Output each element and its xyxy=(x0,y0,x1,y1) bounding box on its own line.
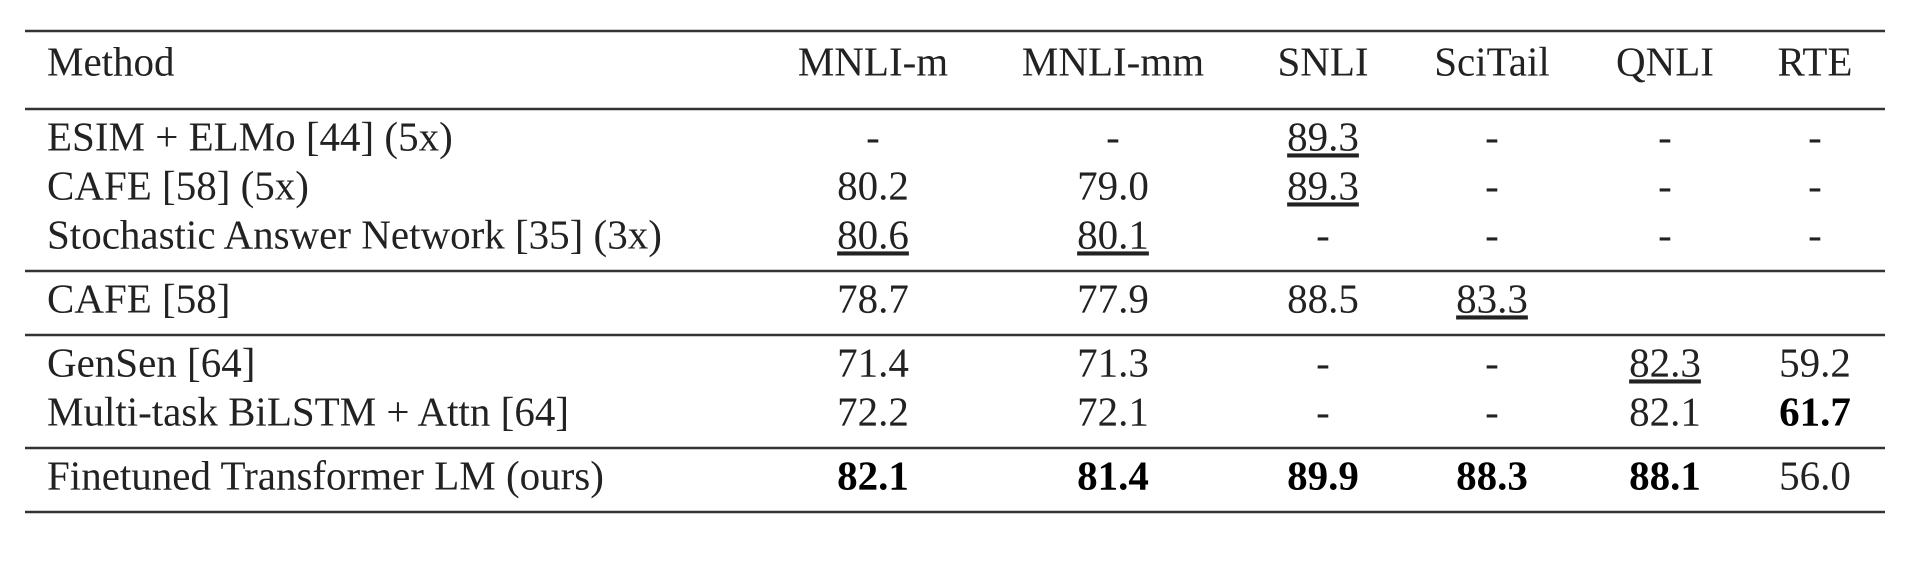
value-cell: 82.1 xyxy=(837,452,909,498)
method-cell: ESIM + ELMo [44] (5x) xyxy=(47,113,453,159)
method-cell: Stochastic Answer Network [35] (3x) xyxy=(47,211,662,257)
value-cell: 81.4 xyxy=(1077,452,1149,498)
value-cell: - xyxy=(866,113,880,159)
method-cell: CAFE [58] xyxy=(47,275,230,321)
value-cell: 88.1 xyxy=(1629,452,1701,498)
value-cell: - xyxy=(1808,113,1822,159)
value-cell: - xyxy=(1106,113,1120,159)
method-cell: CAFE [58] (5x) xyxy=(47,162,309,208)
value-cell: 59.2 xyxy=(1779,339,1851,385)
value-cell: - xyxy=(1658,113,1672,159)
value-cell: 80.6 xyxy=(837,211,909,257)
header-cell: RTE xyxy=(1778,38,1853,84)
value-cell: - xyxy=(1485,113,1499,159)
value-cell: - xyxy=(1485,388,1499,434)
value-cell: - xyxy=(1658,211,1672,257)
value-cell: 88.5 xyxy=(1287,275,1359,321)
header-cell: SNLI xyxy=(1277,38,1368,84)
value-cell: 79.0 xyxy=(1077,162,1149,208)
value-cell: - xyxy=(1808,162,1822,208)
header-cell: MNLI-m xyxy=(798,38,948,84)
value-cell: - xyxy=(1485,162,1499,208)
header-cell: MNLI-mm xyxy=(1022,38,1204,84)
value-cell: 71.4 xyxy=(837,339,909,385)
value-cell: 78.7 xyxy=(837,275,909,321)
header-cell: Method xyxy=(47,38,175,84)
value-cell: - xyxy=(1316,339,1330,385)
method-cell: Multi-task BiLSTM + Attn [64] xyxy=(47,388,569,434)
value-cell: 88.3 xyxy=(1456,452,1528,498)
value-cell: 89.3 xyxy=(1287,113,1359,159)
method-cell: GenSen [64] xyxy=(47,339,255,385)
value-cell: 89.3 xyxy=(1287,162,1359,208)
value-cell: 82.1 xyxy=(1629,388,1701,434)
value-cell: - xyxy=(1316,388,1330,434)
value-cell: - xyxy=(1316,211,1330,257)
value-cell: 77.9 xyxy=(1077,275,1149,321)
value-cell: - xyxy=(1485,211,1499,257)
header-cell: SciTail xyxy=(1434,38,1550,84)
value-cell: 72.2 xyxy=(837,388,909,434)
method-cell: Finetuned Transformer LM (ours) xyxy=(47,452,604,498)
value-cell: 56.0 xyxy=(1779,452,1851,498)
value-cell: 61.7 xyxy=(1779,388,1851,434)
value-cell: 80.2 xyxy=(837,162,909,208)
value-cell: 83.3 xyxy=(1456,275,1528,321)
value-cell: 89.9 xyxy=(1287,452,1359,498)
value-cell: - xyxy=(1485,339,1499,385)
value-cell: 82.3 xyxy=(1629,339,1701,385)
value-cell: 71.3 xyxy=(1077,339,1149,385)
value-cell: - xyxy=(1658,162,1672,208)
value-cell: - xyxy=(1808,211,1822,257)
header-cell: QNLI xyxy=(1616,38,1714,84)
value-cell: 80.1 xyxy=(1077,211,1149,257)
value-cell: 72.1 xyxy=(1077,388,1149,434)
